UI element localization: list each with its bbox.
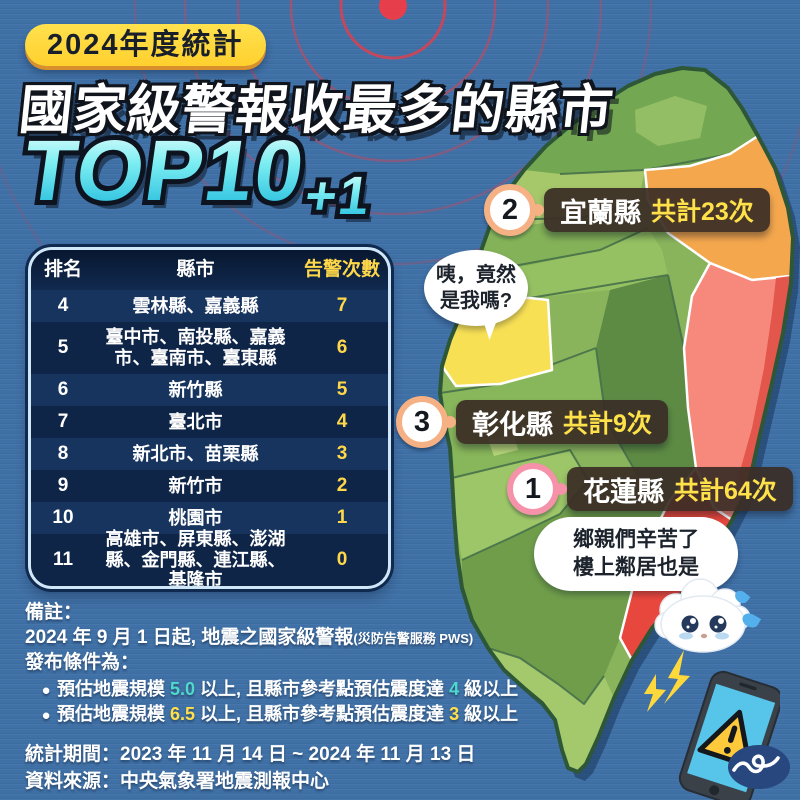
alert-count: 共計64次 xyxy=(674,477,777,505)
cloud-mascot-icon xyxy=(654,578,751,653)
header-county: 縣市 xyxy=(176,259,215,281)
notes-label: 備註： xyxy=(25,602,83,623)
top10-plus-one: +1 xyxy=(302,169,375,223)
county-name: 宜蘭縣 xyxy=(560,197,641,228)
callout-hualien: 1 花蓮縣 共計64次 xyxy=(507,463,793,515)
county-taipei-city xyxy=(635,96,707,146)
table-row: 5 臺中市、南投縣、嘉義市、臺南市、臺東縣 6 xyxy=(31,322,388,374)
criteria-item: ● 預估地震規模 5.0 以上, 且縣市參考點預估震度達 4 級以上 xyxy=(35,677,518,702)
table-header-row: 排名 縣市 告警次數 xyxy=(31,250,388,290)
cwa-logo-icon xyxy=(728,745,790,789)
footer-block: 統計期間：2023 年 11 月 14 日 ~ 2024 年 11 月 13 日… xyxy=(25,741,518,796)
county-name: 彰化縣 xyxy=(472,409,553,440)
data-source: 資料來源：中央氣象署地震測報中心 xyxy=(25,771,330,793)
criteria-list: ● 預估地震規模 5.0 以上, 且縣市參考點預估震度達 4 級以上 ● 預估地… xyxy=(35,677,518,727)
yilan-badge: 宜蘭縣 共計23次 xyxy=(544,188,770,232)
lightning-icon xyxy=(644,674,666,712)
top10-label: TOP10 xyxy=(18,128,311,214)
top10-title: TOP10+1 xyxy=(18,128,381,214)
pws-note: (災防告警服務 PWS) xyxy=(353,631,474,647)
table-row: 9 新竹市 2 xyxy=(31,470,388,502)
lightning-icon xyxy=(664,650,690,704)
table-row: 8 新北市、苗栗縣 3 xyxy=(31,438,388,470)
table-row: 10 桃園市 1 xyxy=(31,502,388,534)
callout-changhua: 3 彰化縣 共計9次 xyxy=(396,396,668,448)
changhua-speech-bubble: 咦，竟然 是我嗎? xyxy=(424,250,528,340)
table-row: 11 高雄市、屏東縣、澎湖縣、金門縣、連江縣、基隆市 0 xyxy=(31,529,388,586)
bubble-line: 咦，竟然 xyxy=(436,264,516,286)
county-pingtung xyxy=(488,648,614,772)
notes-block: 備註： 2024 年 9 月 1 日起, 地震之國家級警報(災防告警服務 PWS… xyxy=(25,600,518,796)
notes-line2: 發布條件為： xyxy=(25,652,140,674)
criteria-item: ● 預估地震規模 6.5 以上, 且縣市參考點預估震度達 3 級以上 xyxy=(35,702,518,727)
rank-2-marker: 2 xyxy=(484,184,544,236)
rank-1-marker: 1 xyxy=(507,463,567,515)
table-row: 7 臺北市 4 xyxy=(31,406,388,438)
bubble-line: 是我嗎? xyxy=(439,290,513,312)
island-outline xyxy=(438,66,795,774)
table-row: 6 新竹縣 5 xyxy=(31,374,388,406)
ranking-table: 排名 縣市 告警次數 4 雲林縣、嘉義縣 7 5 臺中市、南投縣、嘉義市、臺南市… xyxy=(28,247,391,589)
stat-period: 統計期間：2023 年 11 月 14 日 ~ 2024 年 11 月 13 日 xyxy=(25,743,476,765)
bullet-icon: ● xyxy=(41,707,51,725)
alert-count: 共計9次 xyxy=(563,410,652,438)
alert-count: 共計23次 xyxy=(651,198,754,226)
bubble-line: 樓上鄰居也是 xyxy=(573,556,699,579)
county-name: 花蓮縣 xyxy=(583,476,664,507)
table-row: 4 雲林縣、嘉義縣 7 xyxy=(31,290,388,322)
changhua-badge: 彰化縣 共計9次 xyxy=(456,400,668,444)
rank-3-marker: 3 xyxy=(396,396,456,448)
year-badge: 2024年度統計 xyxy=(25,24,266,66)
notes-line1: 2024 年 9 月 1 日起, 地震之國家級警報(災防告警服務 PWS) xyxy=(25,627,474,649)
hualien-badge: 花蓮縣 共計64次 xyxy=(567,467,793,511)
callout-yilan: 2 宜蘭縣 共計23次 xyxy=(484,184,770,236)
bubble-line: 鄉親們辛苦了 xyxy=(573,527,699,551)
header-rank: 排名 xyxy=(43,259,82,281)
bullet-icon: ● xyxy=(41,682,51,700)
header-count: 告警次數 xyxy=(303,259,380,281)
east-coast-range xyxy=(738,276,791,488)
